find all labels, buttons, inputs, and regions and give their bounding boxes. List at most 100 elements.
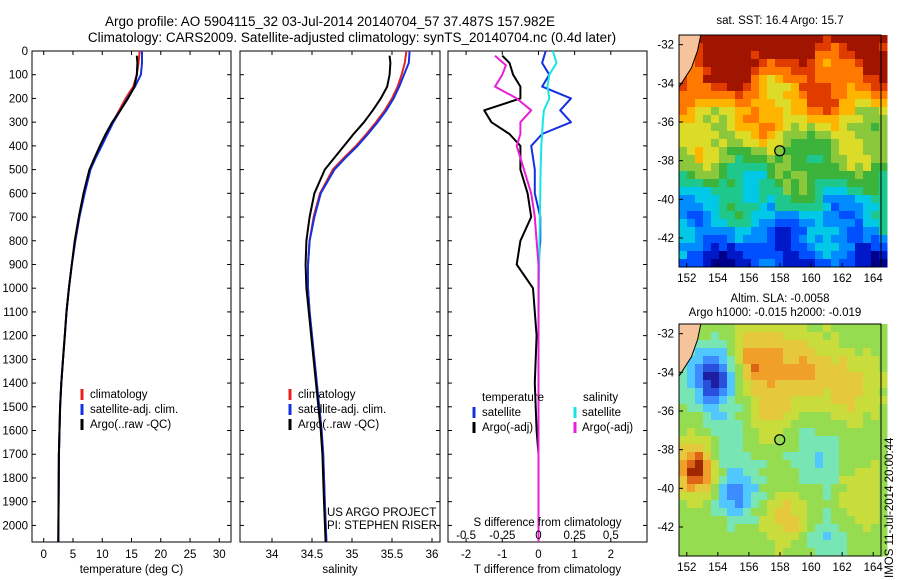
map-cell	[807, 396, 816, 405]
map-cell	[807, 500, 816, 509]
map-cell	[727, 235, 736, 244]
map-cell	[863, 324, 872, 333]
map-cell	[855, 123, 864, 132]
map-cell	[831, 468, 840, 477]
map-cell	[695, 452, 704, 461]
map-cell	[703, 43, 712, 52]
map-cell	[839, 259, 848, 268]
map-cell	[695, 340, 704, 349]
map-cell	[783, 540, 792, 549]
map-cell	[791, 155, 800, 164]
y-tick-label: -32	[657, 329, 674, 341]
map-cell	[823, 444, 832, 453]
map-cell	[823, 195, 832, 204]
map-cell	[751, 468, 760, 477]
y-tick-label: 800	[9, 236, 28, 248]
map-cell	[751, 107, 760, 116]
map-cell	[799, 532, 808, 541]
map-cell	[799, 115, 808, 124]
map-cell	[799, 107, 808, 116]
map-cell	[871, 524, 880, 533]
map-cell	[791, 43, 800, 52]
map-cell	[807, 131, 816, 140]
map-cell	[855, 388, 864, 397]
map-cell	[783, 131, 792, 140]
map-cell	[743, 259, 752, 268]
map-cell	[839, 155, 848, 164]
map-cell	[807, 147, 816, 156]
map-cell	[799, 187, 808, 196]
map-cell	[727, 59, 736, 68]
map-cell	[879, 35, 888, 44]
map-cell	[799, 243, 808, 252]
map-cell	[847, 171, 856, 180]
map-cell	[679, 163, 688, 172]
map-cell	[775, 235, 784, 244]
x-tick-label: 154	[708, 562, 728, 574]
legend-temperature-title: temperature	[482, 392, 544, 404]
map-cell	[847, 139, 856, 148]
map-cell	[831, 91, 840, 100]
map-cell	[791, 147, 800, 156]
map-cell	[767, 492, 776, 501]
map-cell	[719, 67, 728, 76]
map-cell	[759, 107, 768, 116]
map-cell	[735, 43, 744, 52]
map-cell	[871, 452, 880, 461]
map-cell	[727, 412, 736, 421]
map-cell	[767, 524, 776, 533]
map-cell	[871, 324, 880, 333]
map-cell	[719, 436, 728, 445]
map-cell	[719, 131, 728, 140]
map-cell	[695, 163, 704, 172]
map-cell	[695, 187, 704, 196]
map-cell	[807, 251, 816, 260]
map-cell	[703, 372, 712, 381]
map-cell	[775, 356, 784, 365]
map-cell	[783, 139, 792, 148]
map-cell	[879, 187, 888, 196]
map-cell	[711, 243, 720, 252]
map-cell	[823, 364, 832, 373]
map-cell	[743, 59, 752, 68]
map-cell	[695, 388, 704, 397]
map-cell	[775, 388, 784, 397]
map-cell	[799, 364, 808, 373]
map-cell	[847, 364, 856, 373]
map-cell	[679, 444, 688, 453]
map-cell	[743, 548, 752, 557]
map-cell	[759, 83, 768, 92]
map-cell	[735, 227, 744, 236]
map-cell	[799, 348, 808, 357]
map-cell	[855, 227, 864, 236]
map-cell	[847, 91, 856, 100]
map-cell	[719, 364, 728, 373]
map-cell	[695, 211, 704, 220]
map-cell	[855, 428, 864, 437]
map-cell	[751, 35, 760, 44]
map-cell	[815, 508, 824, 517]
map-cell	[719, 123, 728, 132]
map-cell	[759, 412, 768, 421]
map-cell	[767, 436, 776, 445]
map-cell	[879, 115, 888, 124]
map-cell	[735, 524, 744, 533]
map-cell	[695, 139, 704, 148]
map-cell	[871, 492, 880, 501]
map-cell	[711, 476, 720, 485]
map-cell	[807, 420, 816, 429]
map-cell	[807, 211, 816, 220]
map-cell	[879, 356, 888, 365]
map-cell	[847, 123, 856, 132]
map-cell	[735, 83, 744, 92]
map-cell	[807, 123, 816, 132]
map-cell	[807, 203, 816, 212]
map-cell	[863, 412, 872, 421]
map-cell	[727, 452, 736, 461]
map-cell	[767, 532, 776, 541]
map-cell	[727, 251, 736, 260]
map-cell	[815, 388, 824, 397]
map-cell	[735, 51, 744, 60]
map-cell	[711, 235, 720, 244]
map-cell	[839, 492, 848, 501]
